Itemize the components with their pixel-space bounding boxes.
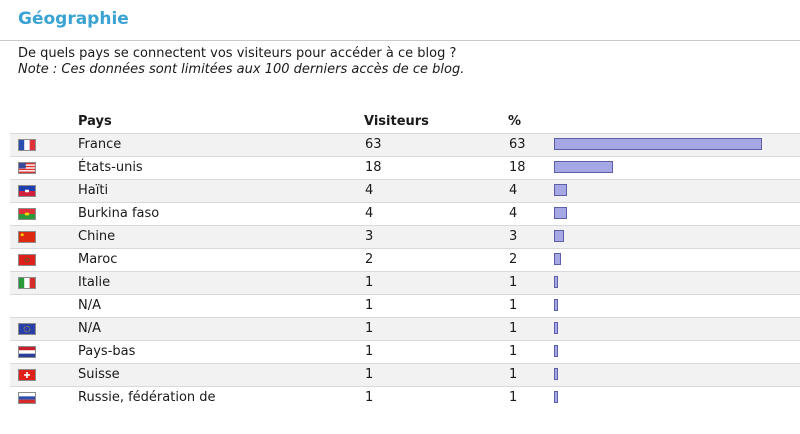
percent-value: 1	[509, 275, 518, 290]
table-row: Pays-bas 1 1	[10, 340, 800, 363]
table-row: N/A 1 1	[10, 294, 800, 317]
percent-bar	[554, 299, 558, 311]
visitor-count: 2	[365, 252, 374, 267]
visitor-count: 4	[365, 206, 374, 221]
column-header-visitors: Visiteurs	[364, 114, 429, 129]
title-divider	[0, 40, 800, 41]
morocco-flag-icon	[18, 254, 36, 266]
percent-bar	[554, 161, 613, 173]
table-row: Burkina faso 4 4	[10, 202, 800, 225]
percent-bar	[554, 322, 558, 334]
percent-value: 3	[509, 229, 518, 244]
table-row: Chine 3 3	[10, 225, 800, 248]
france-flag-icon	[18, 139, 36, 151]
percent-bar	[554, 391, 558, 403]
percent-value: 1	[509, 367, 518, 382]
percent-value: 2	[509, 252, 518, 267]
table-row: N/A 1 1	[10, 317, 800, 340]
percent-bar	[554, 253, 561, 265]
visitor-count: 1	[365, 298, 374, 313]
visitor-count: 63	[365, 137, 382, 152]
italy-flag-icon	[18, 277, 36, 289]
intro-note: Note : Ces données sont limitées aux 100…	[18, 62, 465, 77]
visitor-count: 3	[365, 229, 374, 244]
visitor-count: 4	[365, 183, 374, 198]
country-name: N/A	[78, 298, 101, 313]
percent-value: 1	[509, 390, 518, 405]
country-name: Maroc	[78, 252, 118, 267]
country-name: Russie, fédération de	[78, 390, 216, 405]
russia-flag-icon	[18, 392, 36, 404]
visitor-count: 1	[365, 367, 374, 382]
visitor-count: 1	[365, 344, 374, 359]
visitor-count: 18	[365, 160, 382, 175]
percent-value: 4	[509, 183, 518, 198]
percent-bar	[554, 207, 567, 219]
percent-bar	[554, 345, 558, 357]
country-name: France	[78, 137, 122, 152]
percent-bar	[554, 368, 558, 380]
table-row: Haïti 4 4	[10, 179, 800, 202]
china-flag-icon	[18, 231, 36, 243]
burkina-faso-flag-icon	[18, 208, 36, 220]
intro-question: De quels pays se connectent vos visiteur…	[18, 46, 457, 61]
percent-value: 1	[509, 298, 518, 313]
table-row: Maroc 2 2	[10, 248, 800, 271]
switzerland-flag-icon	[18, 369, 36, 381]
eu-flag-icon	[18, 323, 36, 335]
country-name: Italie	[78, 275, 111, 290]
percent-value: 1	[509, 321, 518, 336]
visitor-count: 1	[365, 275, 374, 290]
percent-bar	[554, 230, 564, 242]
percent-value: 18	[509, 160, 526, 175]
table-row: Italie 1 1	[10, 271, 800, 294]
percent-bar	[554, 138, 762, 150]
column-header-country: Pays	[78, 114, 112, 129]
percent-value: 63	[509, 137, 526, 152]
visitor-count: 1	[365, 321, 374, 336]
visitor-count: 1	[365, 390, 374, 405]
country-table: France 63 63 États-unis 18 18 Haïti 4 4 Burkina f…	[10, 133, 800, 409]
table-row: Russie, fédération de 1 1	[10, 386, 800, 409]
country-name: Pays-bas	[78, 344, 136, 359]
country-name: Burkina faso	[78, 206, 160, 221]
table-row: France 63 63	[10, 133, 800, 156]
percent-bar	[554, 276, 558, 288]
netherlands-flag-icon	[18, 346, 36, 358]
usa-flag-icon	[18, 162, 36, 174]
haiti-flag-icon	[18, 185, 36, 197]
percent-bar	[554, 184, 567, 196]
table-row: Suisse 1 1	[10, 363, 800, 386]
intro-text: De quels pays se connectent vos visiteur…	[18, 46, 464, 78]
country-name: Suisse	[78, 367, 120, 382]
country-name: États-unis	[78, 160, 143, 175]
percent-value: 1	[509, 344, 518, 359]
section-title: Géographie	[18, 9, 129, 29]
column-header-percent: %	[508, 114, 522, 129]
percent-value: 4	[509, 206, 518, 221]
country-name: Chine	[78, 229, 116, 244]
table-row: États-unis 18 18	[10, 156, 800, 179]
country-name: Haïti	[78, 183, 109, 198]
country-name: N/A	[78, 321, 101, 336]
